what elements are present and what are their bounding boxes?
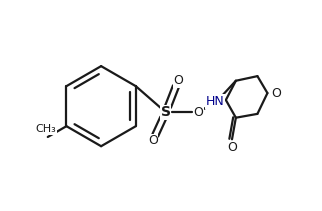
Text: O: O	[193, 106, 203, 119]
Text: O: O	[173, 74, 183, 87]
Text: S: S	[161, 105, 171, 119]
Text: HN: HN	[206, 95, 224, 108]
Text: O: O	[148, 134, 158, 147]
Text: O: O	[227, 141, 237, 154]
Text: CH₃: CH₃	[36, 124, 57, 134]
Text: O: O	[271, 87, 281, 100]
